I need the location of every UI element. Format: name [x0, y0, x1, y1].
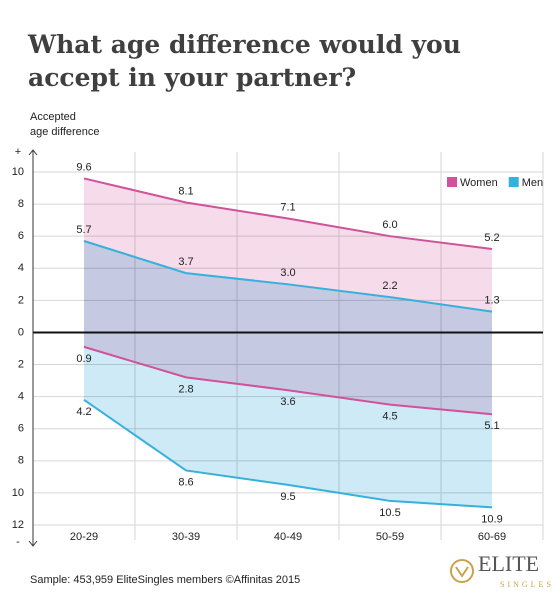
data-label: 6.0: [382, 219, 397, 231]
data-label: 10.5: [379, 507, 400, 519]
data-label: 9.5: [280, 491, 295, 503]
x-tick-label: 40-49: [274, 531, 302, 543]
data-label: 5.1: [484, 420, 499, 432]
axis-arrow: [28, 540, 38, 547]
data-label: 10.9: [481, 513, 502, 525]
data-label: 5.2: [484, 232, 499, 244]
logo: ELITE SINGLES: [450, 551, 554, 589]
legend-swatch: [447, 177, 457, 187]
data-label: 3.7: [178, 256, 193, 268]
x-tick-label: 60-69: [478, 531, 506, 543]
x-tick-label: 30-39: [172, 531, 200, 543]
y-tick-label: 8: [18, 455, 24, 467]
y-tick-label: 10: [12, 487, 24, 499]
data-label: 3.6: [280, 396, 295, 408]
data-label: 8.1: [178, 185, 193, 197]
range-area: [84, 240, 492, 508]
data-label: 4.2: [76, 406, 91, 418]
chart-title: What age difference would you accept in …: [28, 30, 461, 92]
range-line-high: [83, 177, 493, 251]
data-label: 7.1: [280, 201, 295, 213]
range-line-low: [83, 399, 493, 509]
y-bottom-marker: -: [16, 536, 20, 548]
x-tick-label: 50-59: [376, 531, 404, 543]
legend-label: Women: [460, 177, 498, 189]
logo-emblem: [450, 559, 474, 583]
legend-swatch: [508, 177, 519, 187]
footer: Sample: 453,959 EliteSingles members ©Af…: [30, 574, 300, 586]
y-axis-title: Accepted: [30, 111, 76, 123]
logo-emblem: [455, 566, 469, 578]
data-label: 0.9: [76, 353, 91, 365]
y-tick-label: 2: [18, 294, 24, 306]
areas: [84, 178, 492, 508]
y-tick-label: 6: [18, 230, 24, 242]
data-label: 2.8: [178, 383, 193, 395]
legend-label: Men: [522, 177, 543, 189]
y-tick-label: 6: [18, 423, 24, 435]
range-line-low: [83, 345, 493, 416]
y-tick-label: 2: [18, 358, 24, 370]
logo-text: ELITE: [478, 551, 539, 576]
data-label: 5.7: [76, 224, 91, 236]
lines: [83, 177, 493, 509]
y-tick-label: 12: [12, 519, 24, 531]
y-top-marker: +: [15, 146, 21, 158]
data-label: 3.0: [280, 267, 295, 279]
data-label: 8.6: [178, 476, 193, 488]
data-label: 1.3: [484, 295, 499, 307]
axis-arrow: [28, 149, 38, 156]
data-label: 2.2: [382, 280, 397, 292]
range-line-high: [83, 240, 493, 313]
y-tick-label: 4: [18, 262, 24, 274]
data-label: 4.5: [382, 411, 397, 423]
y-tick-label: 0: [18, 326, 24, 338]
logo-subtext: SINGLES: [500, 580, 554, 589]
x-tick-label: 20-29: [70, 531, 98, 543]
data-label: 9.6: [76, 161, 91, 173]
y-tick-label: 4: [18, 391, 24, 403]
y-tick-label: 8: [18, 198, 24, 210]
y-tick-label: 10: [12, 166, 24, 178]
y-axis-title: age difference: [30, 126, 100, 138]
